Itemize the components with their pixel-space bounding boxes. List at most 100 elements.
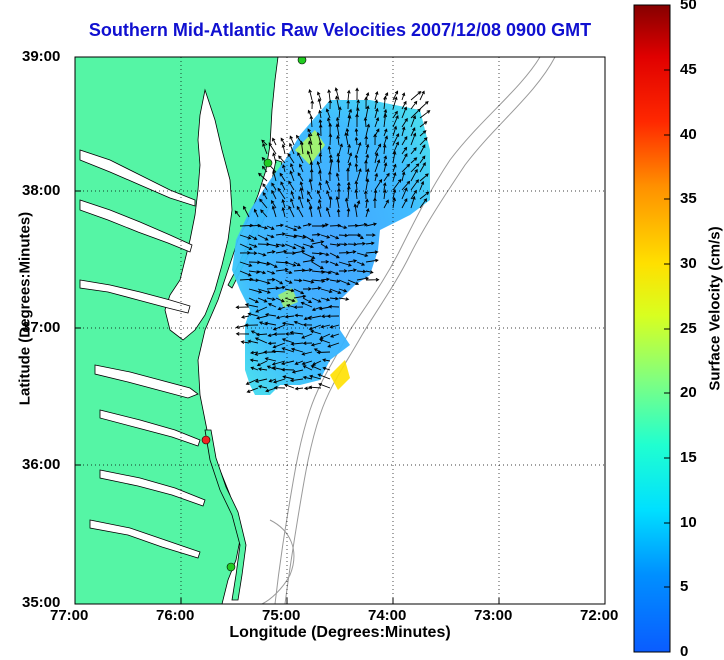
current-vector-arrow (334, 87, 340, 101)
current-vector-arrow (281, 198, 286, 209)
colorbar-tick-label: 25 (680, 320, 697, 337)
current-vector-arrow (293, 261, 301, 267)
current-vector-arrow (248, 251, 258, 255)
velocity-hotspot-south (330, 360, 350, 390)
current-vector-arrow (256, 360, 268, 367)
current-vector-arrow (257, 252, 267, 257)
current-vector-arrow (401, 163, 411, 173)
current-vector-arrow (392, 163, 397, 173)
current-vector-arrow (311, 297, 322, 303)
current-vector-arrow (319, 338, 331, 344)
current-vector-arrow (347, 161, 352, 173)
current-vector-arrow (293, 278, 303, 283)
current-vector-arrow (410, 127, 416, 137)
current-vector-arrow (354, 162, 359, 173)
current-vector-arrow (264, 321, 277, 326)
current-vector-arrow (308, 385, 322, 390)
current-vector-arrow (325, 179, 331, 191)
current-vector-arrow (346, 167, 350, 182)
current-vector-arrow (383, 95, 388, 110)
current-vector-arrow (311, 261, 324, 270)
current-vector-arrow (303, 315, 313, 321)
current-vector-arrow (383, 155, 388, 164)
current-vector-arrow (318, 152, 323, 164)
current-vector-arrow (325, 108, 331, 119)
current-vector-arrow (310, 99, 315, 110)
current-vector-arrow (354, 136, 359, 146)
current-vector-arrow (318, 123, 323, 137)
current-vector-arrow (297, 151, 304, 164)
current-vector-arrow (329, 288, 342, 295)
x-tick-label: 72:00 (580, 607, 619, 624)
current-vector-arrow (264, 312, 277, 317)
current-vector-arrow (338, 269, 348, 273)
current-vector-arrow (328, 122, 332, 137)
current-vector-arrow (247, 312, 259, 317)
current-vector-arrow (262, 191, 268, 200)
current-vector-arrow (382, 182, 387, 191)
current-vector-arrow (365, 208, 370, 218)
current-vector-arrow (254, 337, 268, 344)
current-vector-arrow (257, 270, 267, 275)
current-vector-arrow (336, 134, 340, 146)
current-vector-arrow (273, 385, 286, 390)
current-vector-arrow (291, 369, 304, 374)
current-vector-arrow (392, 90, 399, 101)
current-vector-arrow (301, 351, 313, 356)
current-vector-arrow (289, 330, 304, 335)
current-vector-arrow (275, 267, 289, 272)
current-vector-arrow (329, 296, 339, 301)
current-vector-arrow (293, 249, 306, 254)
x-axis-label: Longitude (Degrees:Minutes) (229, 624, 451, 641)
current-vector-arrow (355, 87, 359, 101)
current-vector-arrow (365, 105, 370, 119)
current-vector-arrow (365, 250, 379, 254)
current-vector-arrow (293, 294, 307, 299)
colorbar-tick-label: 35 (680, 190, 697, 207)
current-vector-arrow (290, 342, 304, 346)
current-vector-arrow (364, 159, 368, 172)
current-vector-arrow (256, 315, 268, 320)
current-vector-arrow (383, 189, 387, 200)
current-vector-arrow (401, 146, 408, 155)
current-vector-arrow (277, 306, 286, 311)
current-vector-arrow (338, 261, 352, 267)
current-vector-arrow (356, 200, 361, 209)
current-vector-arrow (240, 340, 250, 344)
current-vector-arrow (311, 286, 322, 290)
current-vector-arrow (320, 243, 329, 249)
current-vector-arrow (250, 330, 259, 335)
current-vector-arrow (275, 279, 284, 285)
current-vector-arrow (270, 200, 277, 209)
current-vector-arrow (281, 206, 286, 218)
current-vector-arrow (244, 323, 259, 328)
current-vector-arrow (271, 205, 277, 218)
current-vector-arrow (356, 269, 367, 274)
current-vector-arrow (329, 324, 340, 329)
current-vector-arrow (280, 360, 295, 366)
current-vector-arrow (293, 243, 306, 250)
current-vector-arrow (248, 234, 258, 240)
map-title: Southern Mid-Atlantic Raw Velocities 200… (88, 20, 592, 40)
current-vector-arrow (290, 190, 295, 200)
current-vector-arrow (353, 203, 358, 218)
current-vector-arrow (419, 90, 425, 101)
current-vector-arrow (299, 140, 304, 155)
current-vector-arrow (244, 303, 259, 308)
outer-banks (204, 429, 247, 601)
current-vector-arrow (419, 162, 426, 173)
current-vector-arrow (336, 158, 340, 173)
current-vector-arrow (392, 197, 397, 209)
current-vector-arrow (287, 153, 295, 164)
current-vector-arrow (365, 222, 378, 227)
y-tick-label: 38:00 (22, 182, 61, 199)
current-vector-arrow (374, 90, 379, 101)
current-vector-arrow (290, 347, 304, 353)
current-vector-arrow (284, 314, 295, 319)
current-vector-arrow (374, 159, 381, 173)
x-tick-label: 77:00 (50, 607, 89, 624)
colorbar-tick-label: 20 (680, 384, 697, 401)
current-vector-arrow (293, 225, 302, 230)
current-vector-arrow (401, 100, 407, 110)
